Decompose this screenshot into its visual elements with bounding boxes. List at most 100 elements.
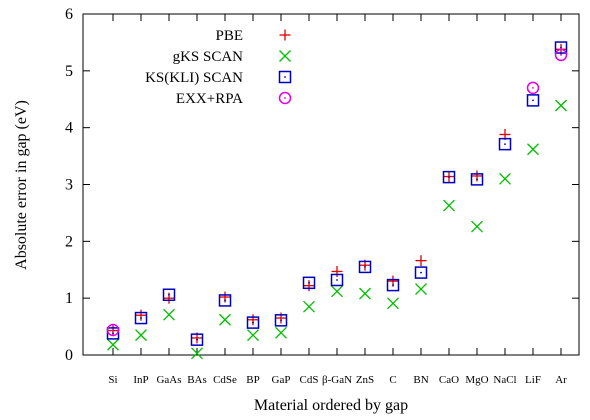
point-pbe-center <box>140 314 142 317</box>
point-pbe-center <box>196 337 198 339</box>
point-gks-scan <box>331 285 343 298</box>
legend: PBE gKS SCAN KS(KLI) SCAN EXX+RPA <box>145 28 292 107</box>
point-ks-kli-scan-outline <box>218 294 232 307</box>
point-ks-kli-scan <box>302 276 316 290</box>
point-gks-scan-center <box>532 148 534 151</box>
point-exx-rpa-outline <box>106 323 120 337</box>
point-ks-kli-scan-outline <box>442 170 456 184</box>
point-pbe <box>415 255 427 267</box>
legend-label-exx-rpa: EXX+RPA <box>176 91 243 107</box>
point-exx-rpa <box>106 323 120 337</box>
point-ks-kli-scan-outline <box>106 327 120 340</box>
x-tick-label: C <box>389 374 396 386</box>
point-gks-scan-center <box>448 204 450 207</box>
point-gks-scan <box>135 329 147 342</box>
y-tick-label: 2 <box>65 233 73 250</box>
point-ks-kli-scan <box>414 266 428 279</box>
point-ks-kli-scan <box>470 173 484 186</box>
legend-marker-gks-scan-center <box>284 55 286 57</box>
point-gks-scan <box>415 283 427 296</box>
point-exx-rpa <box>554 48 568 62</box>
point-ks-kli-scan-center <box>364 266 366 268</box>
point-ks-kli-scan <box>134 311 148 325</box>
point-pbe-center <box>252 318 254 321</box>
point-gks-scan-center <box>168 313 170 316</box>
point-gks-scan-center <box>252 334 254 337</box>
point-gks-scan-center <box>112 343 114 346</box>
legend-marker-pbe-center <box>284 34 286 36</box>
point-ks-kli-scan <box>274 314 288 327</box>
legend-label-ks-kli-scan: KS(KLI) SCAN <box>145 70 243 86</box>
point-ks-kli-scan-outline <box>386 278 400 292</box>
point-gks-scan-center <box>364 292 366 295</box>
point-exx-rpa <box>526 81 540 95</box>
point-pbe-center <box>420 259 422 262</box>
x-tick-label: Si <box>108 374 117 386</box>
point-pbe <box>247 314 259 326</box>
point-ks-kli-scan-center <box>392 284 394 286</box>
point-ks-kli-scan <box>190 333 204 346</box>
point-ks-kli-scan <box>218 294 232 307</box>
point-pbe-center <box>224 296 226 298</box>
point-ks-kli-scan-outline <box>470 173 484 186</box>
point-gks-scan <box>387 297 399 310</box>
point-gks-scan-center <box>560 104 562 107</box>
point-gks-scan <box>163 308 175 321</box>
legend-marker-ks-kli-scan-outline <box>278 70 292 84</box>
point-ks-kli-scan <box>246 316 260 329</box>
point-gks-scan-center <box>336 290 338 293</box>
point-ks-kli-scan <box>498 137 512 151</box>
x-tick-label: ZnS <box>356 374 374 386</box>
point-pbe-center <box>168 297 170 300</box>
point-gks-scan <box>471 220 483 233</box>
point-ks-kli-scan <box>554 41 568 54</box>
point-gks-scan <box>303 300 315 313</box>
point-ks-kli-scan-center <box>336 279 338 281</box>
y-tick-label: 6 <box>65 6 73 23</box>
point-gks-scan-center <box>140 334 142 337</box>
point-pbe <box>303 280 315 292</box>
point-pbe-center <box>364 264 366 267</box>
point-pbe-center <box>308 284 310 287</box>
point-ks-kli-scan-center <box>504 143 506 146</box>
y-tick-label: 5 <box>65 63 73 80</box>
x-tick-label: BN <box>413 374 428 386</box>
point-ks-kli-scan-center <box>196 338 198 341</box>
point-ks-kli-scan-center <box>420 271 422 274</box>
point-gks-scan-center <box>504 177 506 180</box>
x-tick-label: NaCl <box>493 374 516 386</box>
point-ks-kli-scan <box>106 327 120 340</box>
legend-marker-exx-rpa <box>278 91 292 105</box>
legend-marker-ks-kli-scan-center <box>284 76 286 78</box>
y-tick-label: 4 <box>65 120 73 137</box>
point-ks-kli-scan-outline <box>330 273 344 287</box>
x-tick-label: CdS <box>300 374 319 386</box>
point-ks-kli-scan-outline <box>358 260 372 274</box>
point-ks-kli-scan-center <box>532 99 534 102</box>
y-tick-label: 1 <box>65 290 73 307</box>
x-tick-label: CdSe <box>213 374 237 386</box>
plot-frame <box>82 13 580 356</box>
legend-label-pbe: PBE <box>215 28 243 44</box>
point-gks-scan-center <box>420 288 422 290</box>
x-tick-label: GaAs <box>156 374 181 386</box>
point-ks-kli-scan-center <box>560 46 562 49</box>
point-ks-kli-scan-outline <box>498 137 512 151</box>
point-ks-kli-scan-center <box>168 293 170 296</box>
point-ks-kli-scan-outline <box>274 314 288 327</box>
point-exx-rpa-outline <box>554 48 568 62</box>
point-ks-kli-scan-outline <box>246 316 260 329</box>
legend-marker-ks-kli-scan <box>278 70 292 84</box>
point-gks-scan <box>499 172 511 185</box>
point-exx-rpa-center <box>112 329 114 331</box>
point-ks-kli-scan <box>162 288 176 302</box>
data-points <box>106 41 568 360</box>
point-gks-scan-center <box>392 302 394 305</box>
point-gks-scan <box>555 99 567 112</box>
legend-marker-exx-rpa-center <box>284 97 286 99</box>
point-pbe-center <box>476 175 478 177</box>
point-ks-kli-scan-center <box>140 317 142 319</box>
point-ks-kli-scan-center <box>308 281 310 284</box>
point-ks-kli-scan-outline <box>526 94 540 107</box>
